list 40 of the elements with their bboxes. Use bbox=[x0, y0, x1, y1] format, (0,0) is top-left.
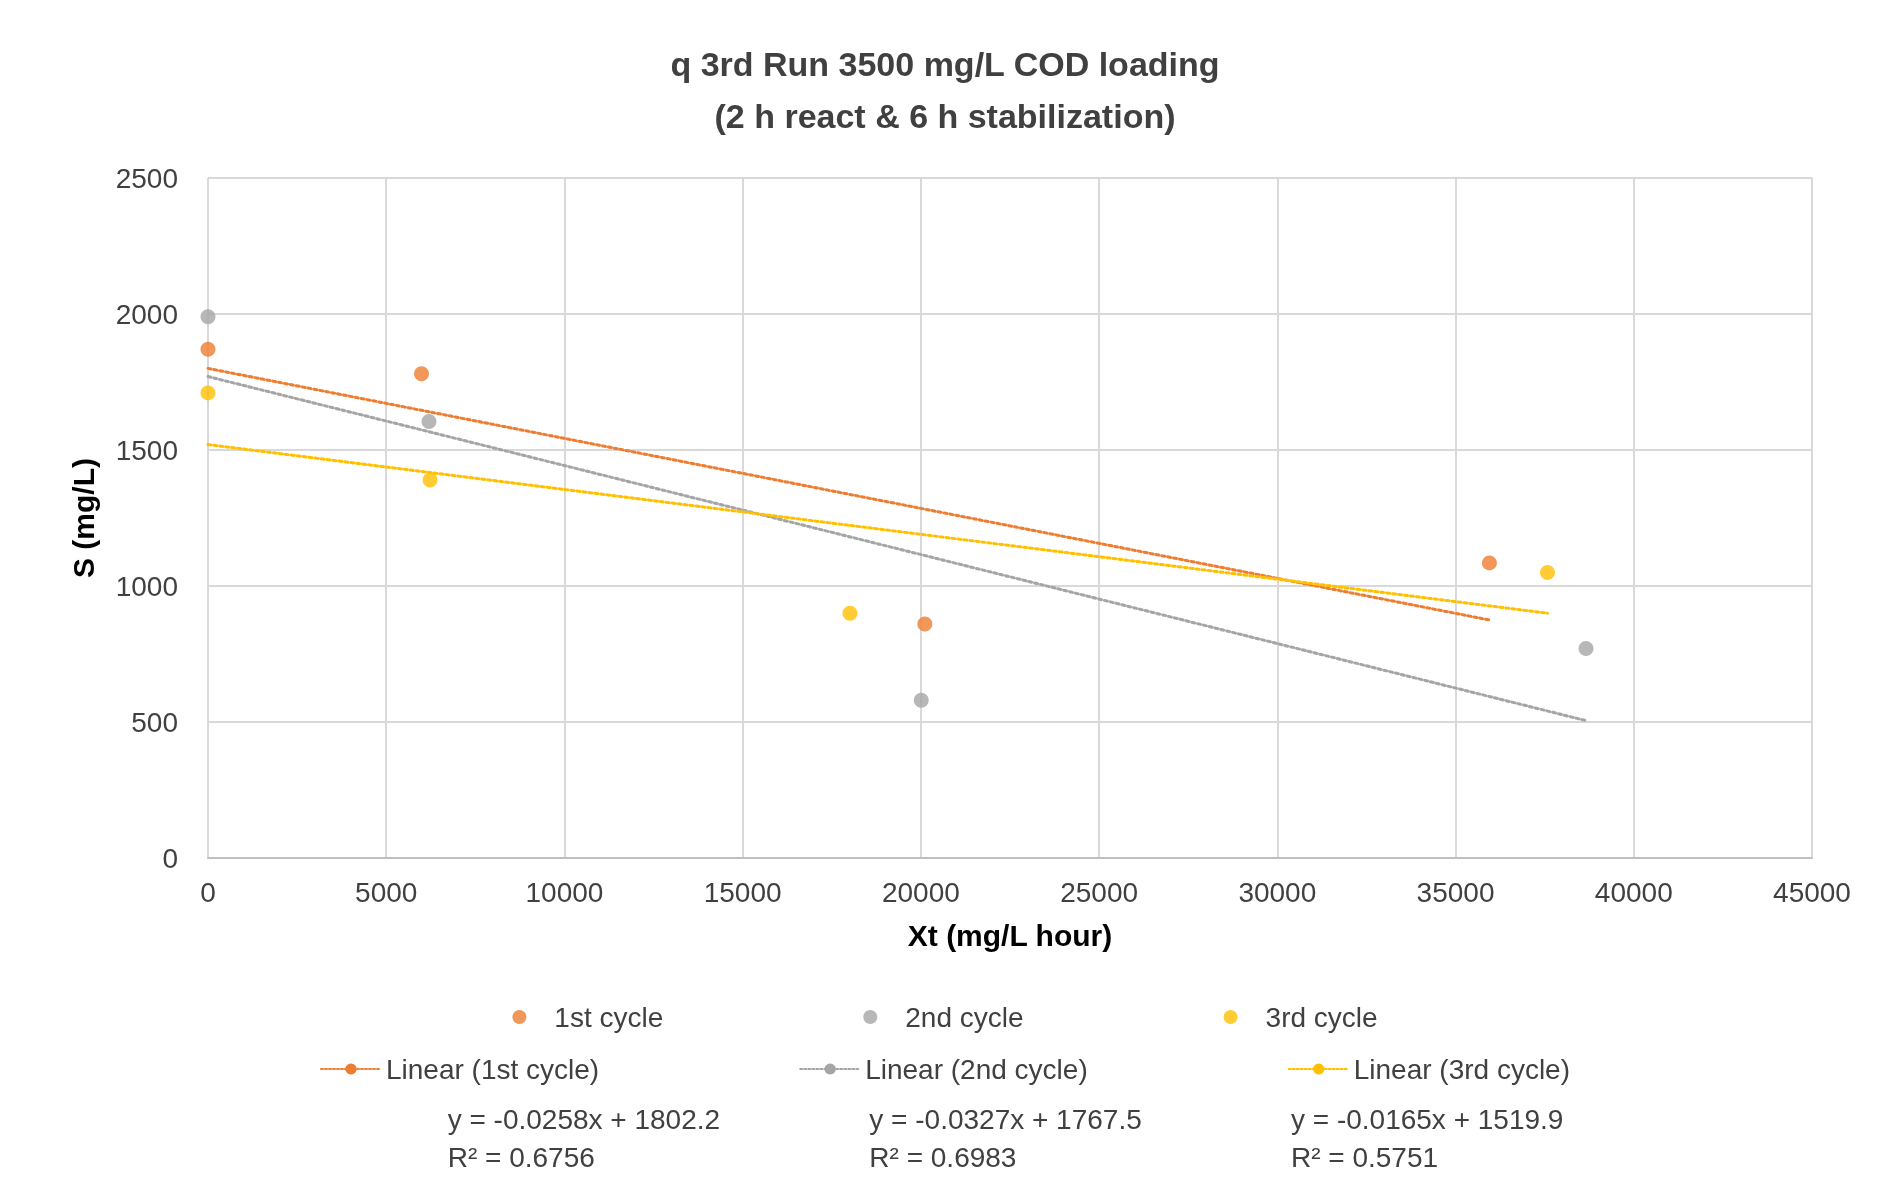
legend-label: 2nd cycle bbox=[905, 1001, 1024, 1033]
text: y = -0.0327x + 1767.5 R² = 0.6983 bbox=[869, 1103, 1142, 1173]
legend-label: Linear (2nd cycle) bbox=[865, 1053, 1088, 1085]
text: y = -0.0165x + 1519.9 R² = 0.5751 bbox=[1290, 1103, 1564, 1173]
y-tick-label: 500 bbox=[131, 706, 178, 738]
x-tick-label: 10000 bbox=[525, 876, 604, 908]
point bbox=[913, 692, 929, 708]
point bbox=[1578, 641, 1594, 657]
y-tick-label: 1000 bbox=[115, 570, 178, 602]
point bbox=[1481, 555, 1497, 571]
y-axis-title: S (mg/L) bbox=[66, 458, 100, 578]
legend-label: Linear (3rd cycle) bbox=[1353, 1053, 1571, 1085]
legend-label: 3rd cycle bbox=[1265, 1001, 1378, 1033]
legend-label: Linear (1st cycle) bbox=[385, 1053, 600, 1085]
x-tick-label: 30000 bbox=[1238, 876, 1317, 908]
point bbox=[421, 413, 437, 429]
x-tick-label: 25000 bbox=[1060, 876, 1139, 908]
point bbox=[200, 385, 216, 401]
x-axis-title: Xt (mg/L hour) bbox=[907, 918, 1113, 952]
x-tick-label: 20000 bbox=[881, 876, 960, 908]
x-tick-label: 45000 bbox=[1773, 876, 1851, 908]
point bbox=[414, 366, 430, 382]
x-tick-label: 35000 bbox=[1416, 876, 1495, 908]
x-tick-label: 5000 bbox=[355, 876, 418, 908]
x-tick-label: 40000 bbox=[1594, 876, 1673, 908]
x-tick-label: 0 bbox=[200, 876, 216, 908]
y-tick-label: 2000 bbox=[115, 298, 178, 330]
y-tick-label: 1500 bbox=[115, 434, 178, 466]
point bbox=[842, 605, 858, 621]
chart-title: q 3rd Run 3500 mg/L COD loading (2 h react & 6 h stabilization) bbox=[670, 45, 1220, 135]
point bbox=[917, 616, 933, 632]
text: y = -0.0258x + 1802.2 R² = 0.6756 bbox=[447, 1103, 721, 1173]
y-tick-label: 0 bbox=[162, 842, 178, 874]
point bbox=[200, 341, 216, 357]
y-tick-label: 2500 bbox=[115, 162, 178, 194]
point bbox=[1540, 564, 1556, 580]
point bbox=[200, 309, 216, 325]
x-tick-label: 15000 bbox=[703, 876, 782, 908]
point bbox=[422, 472, 438, 488]
legend-label: 1st cycle bbox=[554, 1001, 664, 1033]
